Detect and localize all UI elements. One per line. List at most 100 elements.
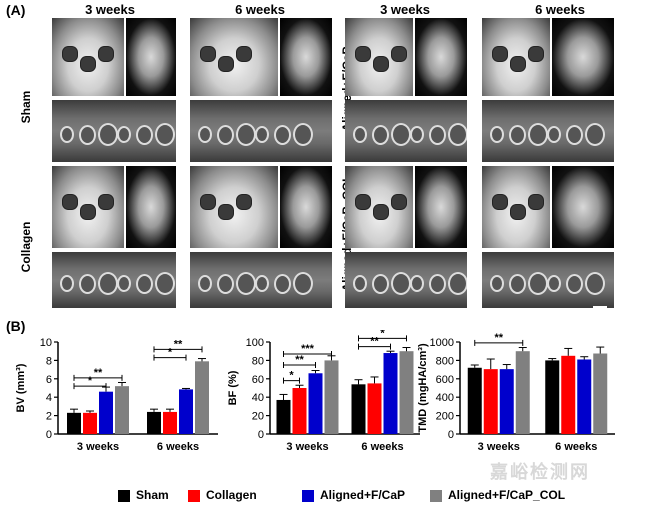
tooth-root-section [274, 124, 291, 145]
bone-defect [373, 56, 389, 72]
ct-sagittal-view [280, 18, 332, 96]
tooth-root-section [98, 272, 118, 295]
tooth-root-section [293, 272, 313, 295]
bar [577, 359, 592, 434]
legend-label: Aligned+F/CaP_COL [448, 488, 566, 502]
tooth-root-section [155, 272, 175, 295]
tooth-root-section [117, 275, 131, 292]
tooth-root-section [391, 123, 411, 146]
significance-stars: * [168, 347, 173, 359]
ct-3d-render [190, 166, 278, 248]
tooth-root-section [585, 272, 605, 295]
legend-label: Collagen [206, 488, 257, 502]
ct-sagittal-view [552, 166, 614, 248]
y-tick-label: 600 [436, 374, 454, 386]
tooth-root-section [429, 273, 446, 294]
bar [499, 369, 514, 434]
y-tick-label: 1000 [430, 337, 454, 349]
panel-b-label: (B) [6, 318, 26, 334]
bar [324, 360, 339, 434]
significance-stars: * [380, 330, 385, 339]
tooth-root-section [98, 123, 118, 146]
x-tick-label: 6 weeks [555, 441, 597, 453]
bone-defect [510, 204, 526, 220]
bar [115, 386, 129, 434]
x-tick-label: 6 weeks [157, 441, 199, 453]
bone-defect [492, 194, 508, 210]
bone-defect [98, 46, 114, 62]
tooth-root-section [566, 273, 583, 294]
week-header-3: 3 weeks [380, 2, 430, 17]
tooth-root-section [198, 126, 212, 143]
tooth-root-section [136, 273, 153, 294]
tooth-root-section [217, 124, 234, 145]
legend-swatch [118, 490, 130, 502]
tooth-root-section [391, 272, 411, 295]
bar [561, 355, 576, 434]
tooth-root-section [528, 272, 548, 295]
tooth-root-section [490, 275, 504, 292]
tooth-root-section [274, 273, 291, 294]
tooth-root-section [429, 124, 446, 145]
bar [67, 412, 81, 434]
y-axis-label: TMD (mgHA/cm³) [417, 343, 429, 433]
ct-3d-render [482, 18, 550, 96]
ct-cross-section [482, 100, 614, 162]
bone-defect [391, 194, 407, 210]
significance-stars: ** [94, 367, 103, 379]
tooth-root-section [136, 124, 153, 145]
ct-3d-render [345, 166, 413, 248]
ct-3d-render [52, 18, 124, 96]
y-tick-label: 8 [46, 355, 52, 367]
bone-defect [218, 204, 234, 220]
bone-defect [391, 46, 407, 62]
tooth-root-section [236, 272, 256, 295]
ct-sagittal-view [415, 18, 467, 96]
significance-stars: * [289, 370, 294, 382]
bar [515, 351, 530, 434]
ct-cross-section [190, 252, 332, 308]
week-header-2: 6 weeks [235, 2, 285, 17]
bone-defect [218, 56, 234, 72]
x-tick-label: 3 weeks [77, 441, 119, 453]
bone-defect [510, 56, 526, 72]
y-tick-label: 4 [46, 392, 52, 404]
y-tick-label: 800 [436, 355, 454, 367]
tooth-root-section [566, 124, 583, 145]
y-tick-label: 6 [46, 374, 52, 386]
significance-stars: * [88, 375, 93, 387]
y-tick-label: 20 [252, 411, 264, 423]
bone-defect [492, 46, 508, 62]
bone-defect [62, 46, 78, 62]
ct-3d-render [345, 18, 413, 96]
bar [179, 389, 193, 434]
tooth-root-section [372, 124, 389, 145]
tooth-root-section [585, 123, 605, 146]
ct-cross-section [190, 100, 332, 162]
tooth-root-section [198, 275, 212, 292]
ct-3d-render [482, 166, 550, 248]
bar [367, 383, 382, 434]
row-label-collagen: Collagen [19, 221, 33, 273]
bar [99, 391, 113, 434]
tooth-root-section [353, 275, 367, 292]
ct-cross-section [52, 100, 176, 162]
tooth-root-section [490, 126, 504, 143]
tooth-root-section [236, 123, 256, 146]
y-tick-label: 0 [258, 429, 264, 441]
y-tick-label: 100 [246, 337, 264, 349]
tooth-root-section [255, 275, 269, 292]
ct-3d-render [52, 166, 124, 248]
bone-defect [62, 194, 78, 210]
bar [545, 360, 560, 434]
y-tick-label: 200 [436, 411, 454, 423]
bone-defect [373, 204, 389, 220]
tooth-root-section [293, 123, 313, 146]
tooth-root-section [79, 124, 96, 145]
tooth-root-section [547, 275, 561, 292]
significance-stars: ** [295, 354, 304, 366]
x-tick-label: 6 weeks [361, 441, 403, 453]
